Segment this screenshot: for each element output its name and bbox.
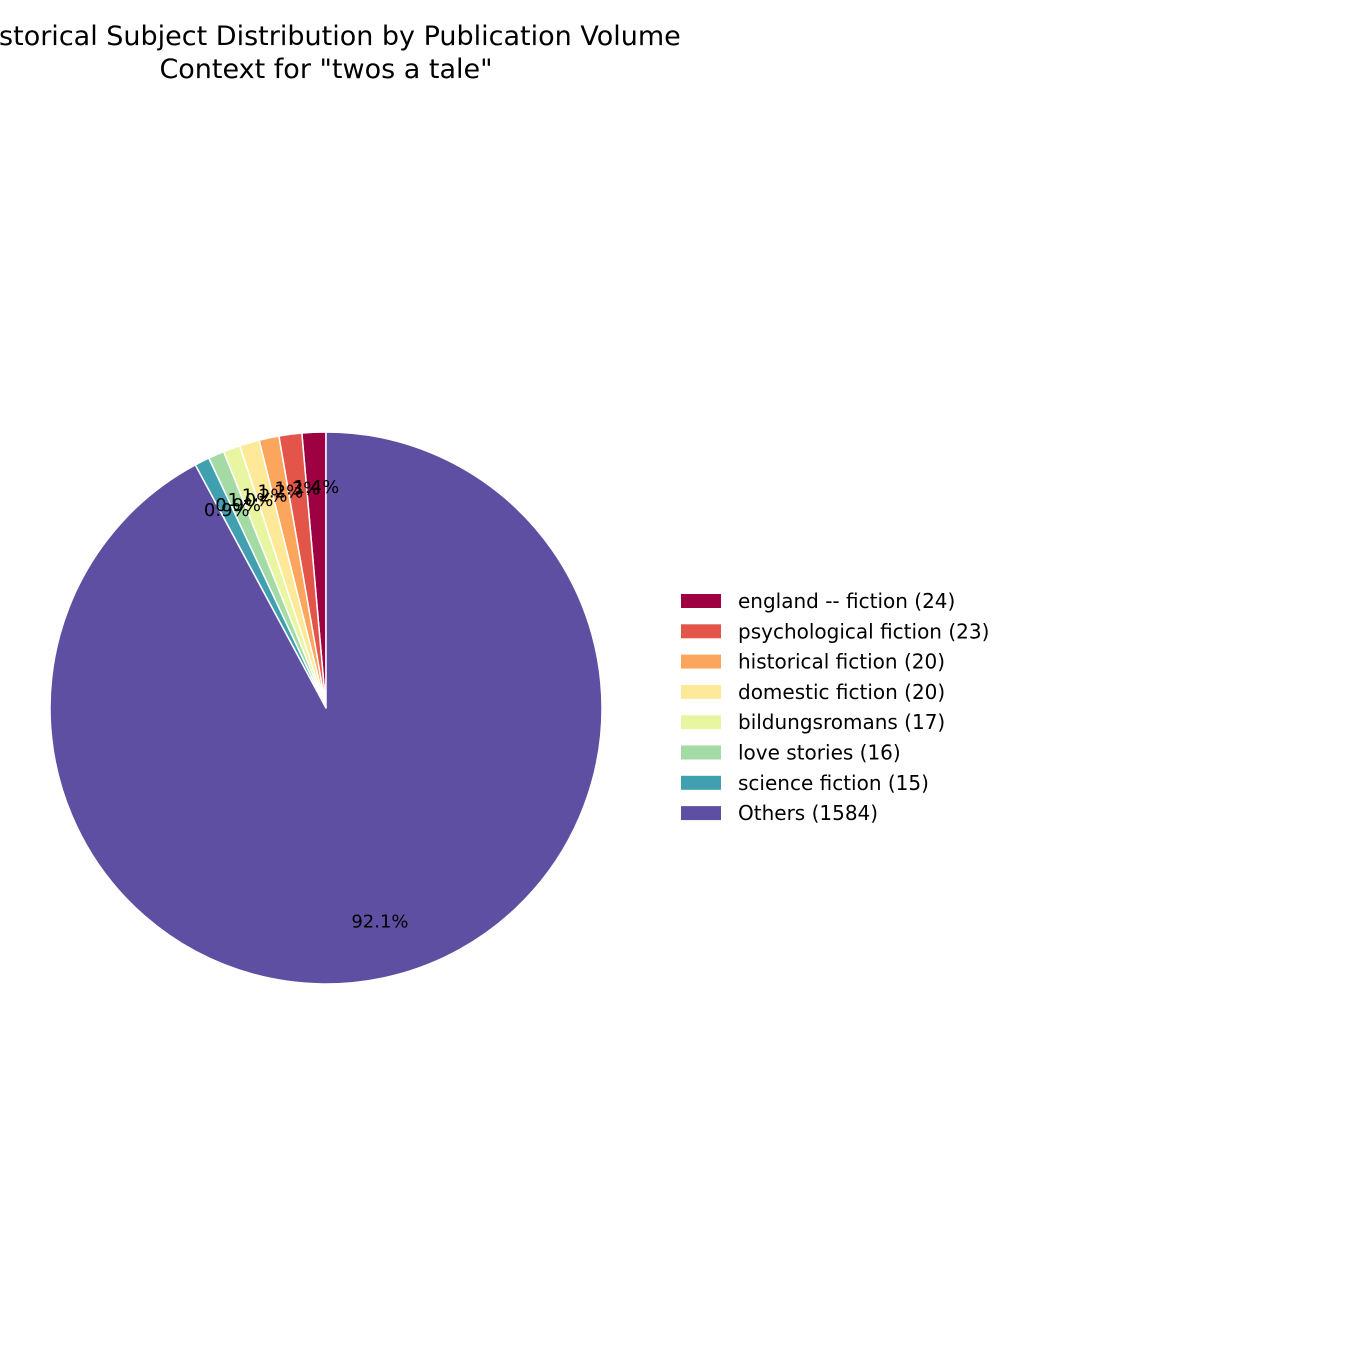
pct-label-science-fiction: 0.9% — [204, 500, 250, 521]
legend-label-historical-fiction: historical fiction (20) — [738, 650, 945, 674]
pie-slice-others — [49, 431, 603, 985]
chart-legend: england -- fiction (24) psychological fic… — [681, 589, 989, 825]
legend-swatch-bildungsromans — [681, 715, 721, 730]
pct-label-others: 92.1% — [351, 912, 408, 933]
legend-label-bildungsromans: bildungsromans (17) — [738, 710, 945, 734]
legend-swatch-others — [681, 806, 721, 821]
legend-swatch-historical-fiction — [681, 654, 721, 669]
pie-percentage-labels: 1.4%1.3%1.2%1.2%1.0%0.9%0.9% 92.1% — [204, 477, 409, 933]
legend-label-love-stories: love stories (16) — [738, 741, 901, 765]
legend-label-psychological-fiction: psychological fiction (23) — [738, 619, 989, 643]
legend-label-others: Others (1584) — [738, 801, 878, 825]
pct-label-love-stories: 0.9% — [215, 495, 261, 516]
chart-title: Historical Subject Distribution by Publi… — [0, 21, 681, 85]
pie-slices — [49, 431, 603, 985]
pct-label-bildungsromans: 1.0% — [228, 490, 274, 511]
legend-swatch-england-fiction — [681, 594, 721, 608]
legend-label-science-fiction: science fiction (15) — [738, 771, 929, 795]
chart-title-line-1: Historical Subject Distribution by Publi… — [0, 21, 681, 52]
legend-label-domestic-fiction: domestic fiction (20) — [738, 680, 945, 704]
pct-label-psychological-fiction: 1.3% — [275, 479, 321, 500]
legend-swatch-science-fiction — [681, 775, 721, 790]
pct-label-domestic-fiction: 1.2% — [242, 485, 288, 506]
legend-swatch-love-stories — [681, 745, 721, 760]
legend-label-england-fiction: england -- fiction (24) — [738, 589, 955, 613]
legend-swatch-psychological-fiction — [681, 624, 721, 639]
legend-swatch-domestic-fiction — [681, 684, 721, 699]
pct-label-england-fiction: 1.4% — [293, 477, 339, 498]
chart-title-line-2: Context for "twos a tale" — [159, 54, 492, 85]
pct-label-historical-fiction: 1.2% — [257, 481, 303, 502]
